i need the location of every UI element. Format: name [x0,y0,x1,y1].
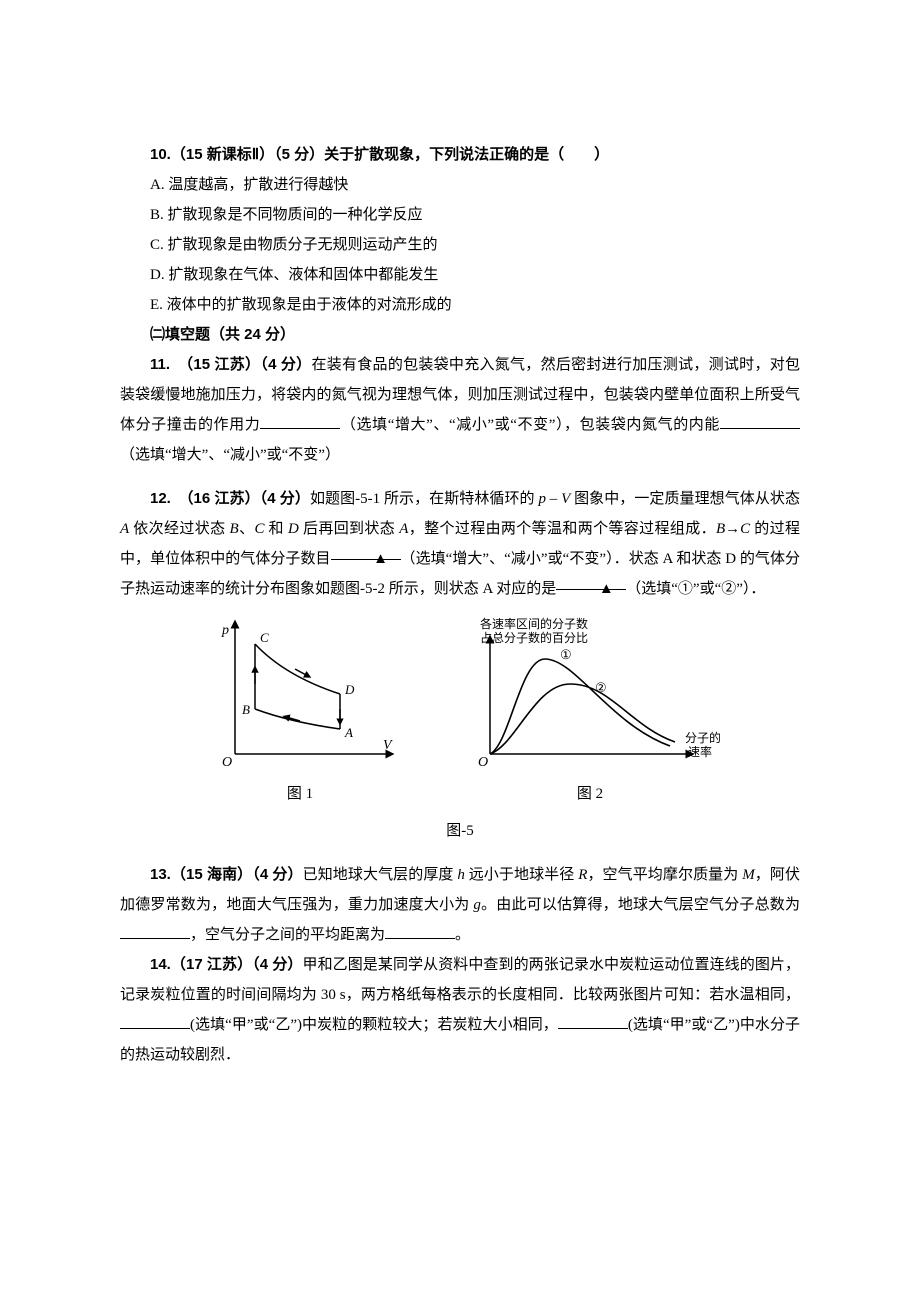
q13-body: 13.（15 海南）（4 分）已知地球大气层的厚度 h 远小于地球半径 R，空气… [120,860,800,950]
q12-blank-1: ▲ [331,544,401,560]
q12-hint-2: （选填“①”或“②”）． [626,581,765,597]
q11-hint-2: （选填“增大”、“减小”或“不变”） [120,447,340,463]
q12-body: 12. （16 江苏）（4 分）如题图-5-1 所示，在斯特林循环的 p – V… [120,484,800,604]
dist-label-2: ② [595,680,607,695]
q12-tri-1: ▲ [373,551,388,567]
q11-blank-1 [260,413,340,429]
section-fill-label: ㈡填空题（共 24 分） [150,326,295,343]
q10-opt-e: E. 液体中的扩散现象是由于液体的对流形成的 [120,290,800,320]
q14-blank-2 [558,1013,628,1029]
dist-label-1: ① [560,647,572,662]
dist-o-label: O [478,755,488,770]
pv-o-label: O [222,755,232,770]
dist-yl1: 各速率区间的分子数 [480,616,588,631]
pv-c-label: C [260,630,269,645]
dist-xl2: 速率 [688,744,712,759]
q13-blank-2 [385,923,455,939]
pv-v-label: V [383,738,393,753]
q11-body: 11. （15 江苏）（4 分）在装有食品的包装袋中充入氮气，然后密封进行加压测… [120,350,800,470]
q14-blank-1 [120,1013,190,1029]
q13-mid: ，空气分子之间的平均距离为 [190,927,385,943]
fig5-main-caption: 图-5 [120,819,800,840]
q12-blank-2: ▲ [556,574,626,590]
pv-d-label: D [344,682,355,697]
q12-tri-2: ▲ [599,581,614,597]
q10-opt-a: A. 温度越高，扩散进行得越快 [120,170,800,200]
q14-body: 14.（17 江苏）（4 分）甲和乙图是某同学从资料中查到的两张记录水中炭粒运动… [120,950,800,1070]
page-root: 10.（15 新课标Ⅱ）（5 分）关于扩散现象，下列说法正确的是（ ） A. 温… [0,0,920,1302]
q14-mid: (选填“甲”或“乙”)中炭粒的颗粒较大；若炭粒大小相同， [190,1017,558,1033]
q13-tail: 。 [455,927,470,943]
pv-svg: p V O C B D A [200,614,400,774]
pv-a-label: A [344,725,353,740]
dist-caption: 图 2 [460,782,720,803]
q10-head: 10.（15 新课标Ⅱ）（5 分）关于扩散现象，下列说法正确的是（ ） [150,146,609,163]
figure-row: p V O C B D A 图 1 [120,614,800,803]
q14-head: 14.（17 江苏）（4 分） [150,956,303,973]
dist-xl1: 分子的 [685,730,720,745]
q10-stem: 10.（15 新课标Ⅱ）（5 分）关于扩散现象，下列说法正确的是（ ） [120,140,800,170]
q10-opt-d: D. 扩散现象在气体、液体和固体中都能发生 [120,260,800,290]
pv-caption: 图 1 [200,782,400,803]
section-fill-header: ㈡填空题（共 24 分） [120,320,800,350]
q13-blank-1 [120,923,190,939]
dist-svg: 各速率区间的分子数 占总分子数的百分比 分子的 速率 O ① ② [460,614,720,774]
figure-dist: 各速率区间的分子数 占总分子数的百分比 分子的 速率 O ① ② 图 2 [460,614,720,803]
pv-b-label: B [242,702,250,717]
dist-yl2: 占总分子数的百分比 [480,630,588,645]
q10-opt-b: B. 扩散现象是不同物质间的一种化学反应 [120,200,800,230]
pv-p-label: p [221,623,229,638]
q10-opt-c: C. 扩散现象是由物质分子无规则运动产生的 [120,230,800,260]
q13-head: 13.（15 海南）（4 分） [150,866,303,883]
q11-blank-2 [720,413,800,429]
q11-head: 11. （15 江苏）（4 分） [150,356,311,373]
q11-hint-1: （选填“增大”、“减小”或“不变”），包装袋内氮气的内能 [340,417,720,433]
figure-pv: p V O C B D A 图 1 [200,614,400,803]
q12-head: 12. （16 江苏）（4 分） [150,490,310,507]
